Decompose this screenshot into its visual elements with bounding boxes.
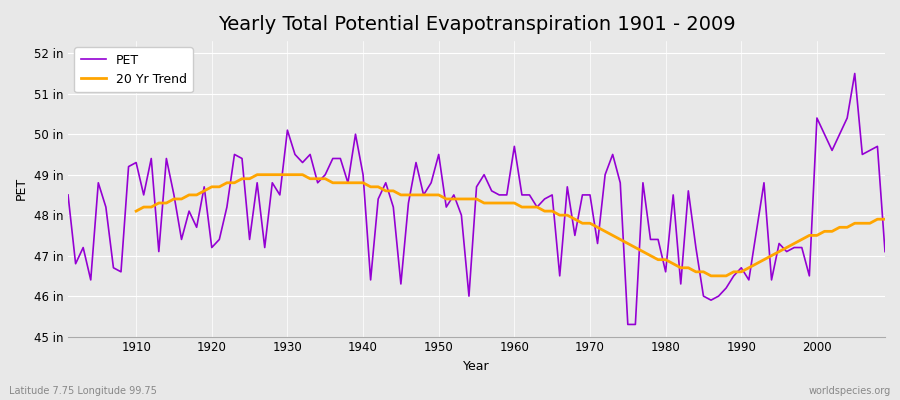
- PET: [335, 156, 346, 161]
- Line: 20 Yr Trend: 20 Yr Trend: [136, 175, 885, 276]
- 20 Yr Trend: [252, 172, 263, 177]
- 20 Yr Trend: [879, 217, 890, 222]
- 20 Yr Trend: [857, 221, 868, 226]
- Line: PET: PET: [68, 74, 885, 324]
- PET: [123, 164, 134, 169]
- PET: [63, 192, 74, 197]
- Text: Latitude 7.75 Longitude 99.75: Latitude 7.75 Longitude 99.75: [9, 386, 157, 396]
- 20 Yr Trend: [524, 205, 535, 210]
- PET: [599, 172, 610, 177]
- PET: [623, 322, 634, 327]
- Title: Yearly Total Potential Evapotranspiration 1901 - 2009: Yearly Total Potential Evapotranspiratio…: [218, 15, 735, 34]
- 20 Yr Trend: [585, 221, 596, 226]
- Text: worldspecies.org: worldspecies.org: [809, 386, 891, 396]
- PET: [879, 249, 890, 254]
- PET: [501, 192, 512, 197]
- 20 Yr Trend: [282, 172, 292, 177]
- PET: [290, 152, 301, 157]
- PET: [850, 71, 860, 76]
- 20 Yr Trend: [312, 176, 323, 181]
- PET: [508, 144, 519, 149]
- 20 Yr Trend: [834, 225, 845, 230]
- Legend: PET, 20 Yr Trend: PET, 20 Yr Trend: [75, 47, 193, 92]
- 20 Yr Trend: [706, 274, 716, 278]
- Y-axis label: PET: PET: [15, 177, 28, 200]
- 20 Yr Trend: [130, 209, 141, 214]
- X-axis label: Year: Year: [464, 360, 490, 373]
